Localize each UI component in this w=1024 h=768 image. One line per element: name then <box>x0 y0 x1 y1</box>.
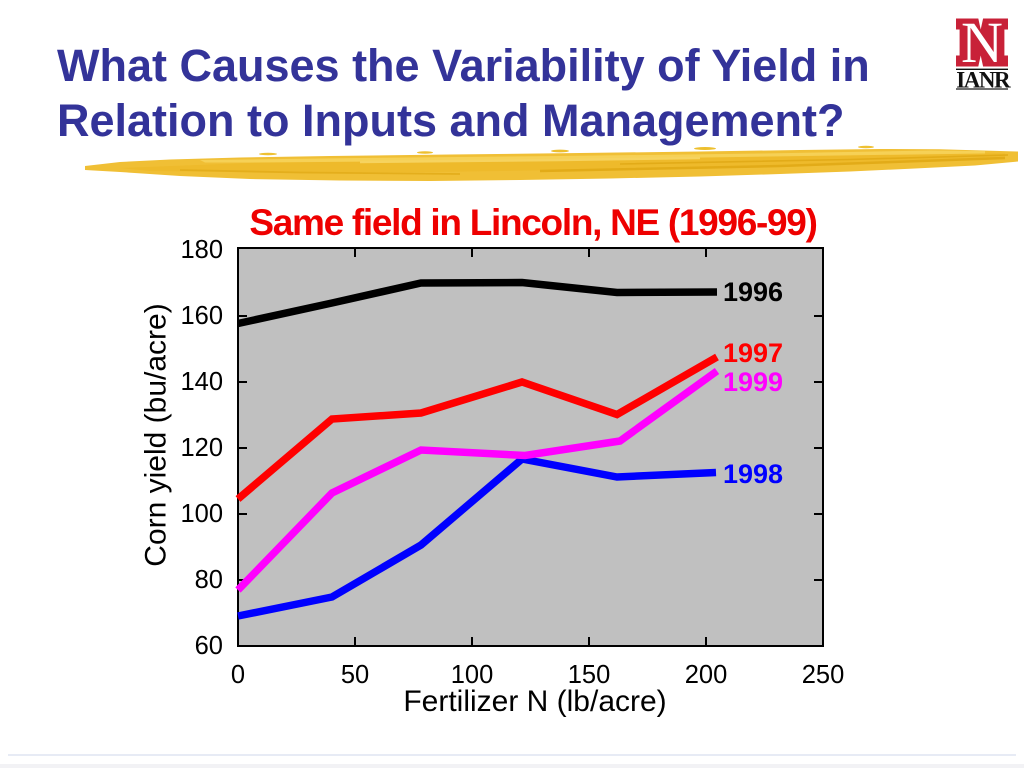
svg-text:160: 160 <box>180 302 223 330</box>
svg-text:1997: 1997 <box>723 338 783 368</box>
svg-text:N: N <box>961 10 1003 75</box>
svg-text:Fertilizer N (lb/acre): Fertilizer N (lb/acre) <box>403 685 666 718</box>
svg-text:150: 150 <box>568 661 611 689</box>
svg-text:180: 180 <box>180 236 223 264</box>
svg-text:Same field in Lincoln, NE (199: Same field in Lincoln, NE (1996-99) <box>249 202 816 243</box>
svg-text:100: 100 <box>180 500 223 528</box>
svg-text:0: 0 <box>231 661 245 689</box>
svg-text:1998: 1998 <box>723 459 783 489</box>
svg-text:IANR: IANR <box>956 67 1011 92</box>
svg-text:200: 200 <box>685 661 728 689</box>
svg-text:1999: 1999 <box>723 367 783 397</box>
svg-text:140: 140 <box>180 368 223 396</box>
svg-text:250: 250 <box>802 661 845 689</box>
svg-text:Corn yield (bu/acre): Corn yield (bu/acre) <box>140 303 173 566</box>
svg-text:60: 60 <box>195 632 223 660</box>
svg-text:50: 50 <box>341 661 369 689</box>
svg-text:80: 80 <box>195 566 223 594</box>
svg-text:120: 120 <box>180 434 223 462</box>
svg-text:1996: 1996 <box>723 277 783 307</box>
svg-text:100: 100 <box>451 661 494 689</box>
